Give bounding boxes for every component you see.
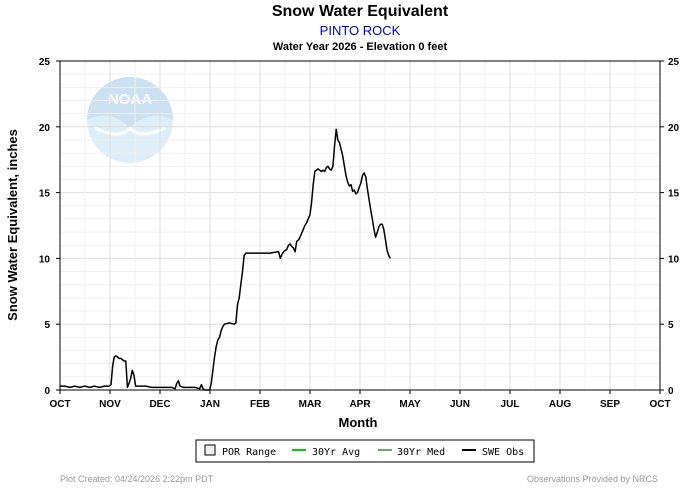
x-tick-label: JUN bbox=[450, 399, 470, 410]
legend-obs-label: SWE Obs bbox=[482, 447, 524, 458]
legend-por-swatch bbox=[204, 444, 216, 456]
y-tick-label: 5 bbox=[44, 320, 50, 331]
legend-box bbox=[195, 439, 535, 463]
station-name: PINTO ROCK bbox=[320, 23, 401, 38]
plot-frame bbox=[59, 60, 661, 391]
x-axis-label: Month bbox=[339, 415, 378, 430]
chart-title: Snow Water Equivalent bbox=[272, 3, 449, 20]
x-tick-label: SEP bbox=[600, 399, 620, 410]
x-tick-label: JUL bbox=[501, 399, 520, 410]
chart-subtitle: Water Year 2026 - Elevation 0 feet bbox=[273, 41, 448, 53]
legend: POR Range 30Yr Avg 30Yr Med SWE Obs bbox=[195, 439, 535, 463]
y-tick-label-right: 5 bbox=[668, 320, 674, 331]
x-tick-label: APR bbox=[349, 399, 371, 410]
x-tick-label: JAN bbox=[200, 399, 220, 410]
x-tick-label: MAY bbox=[399, 399, 421, 410]
y-axis-left: 0 5 10 15 20 25 bbox=[39, 57, 60, 397]
y-tick-label-right: 0 bbox=[668, 386, 674, 397]
x-tick-label: DEC bbox=[149, 399, 170, 410]
legend-por-label: POR Range bbox=[222, 447, 276, 458]
series-line-swe-obs bbox=[60, 128, 392, 391]
x-tick-label: NOV bbox=[99, 399, 121, 410]
y-tick-label: 10 bbox=[39, 254, 51, 265]
x-tick-label: MAR bbox=[299, 399, 323, 410]
x-tick-label: FEB bbox=[250, 399, 270, 410]
y-axis-right: 0 5 10 15 20 25 bbox=[660, 57, 680, 397]
plot-created-note: Plot Created: 04/24/2026 2:22pm PDT bbox=[60, 474, 214, 484]
y-tick-label: 15 bbox=[39, 189, 51, 200]
y-tick-label: 0 bbox=[44, 386, 50, 397]
observations-provider-note: Observations Provided by NRCS bbox=[527, 474, 658, 484]
y-tick-label: 25 bbox=[39, 57, 51, 68]
gridlines bbox=[59, 60, 661, 391]
x-axis: OCT NOV DEC JAN FEB MAR APR MAY JUN JUL AUG SEP OCT bbox=[49, 390, 671, 410]
series-layer bbox=[60, 128, 392, 391]
y-tick-label-right: 25 bbox=[668, 57, 680, 68]
legend-med-label: 30Yr Med bbox=[397, 447, 445, 458]
legend-avg-label: 30Yr Avg bbox=[312, 447, 360, 458]
x-tick-label: OCT bbox=[649, 399, 670, 410]
noaa-watermark: NOAA bbox=[87, 77, 173, 163]
y-axis-label: Snow Water Equivalent, inches bbox=[5, 129, 20, 321]
y-tick-label-right: 10 bbox=[668, 254, 680, 265]
y-tick-label: 20 bbox=[39, 123, 51, 134]
x-tick-label: OCT bbox=[49, 399, 70, 410]
x-tick-label: AUG bbox=[549, 399, 571, 410]
y-tick-label-right: 20 bbox=[668, 123, 680, 134]
noaa-logo-text: NOAA bbox=[108, 91, 152, 108]
y-tick-label-right: 15 bbox=[668, 189, 680, 200]
